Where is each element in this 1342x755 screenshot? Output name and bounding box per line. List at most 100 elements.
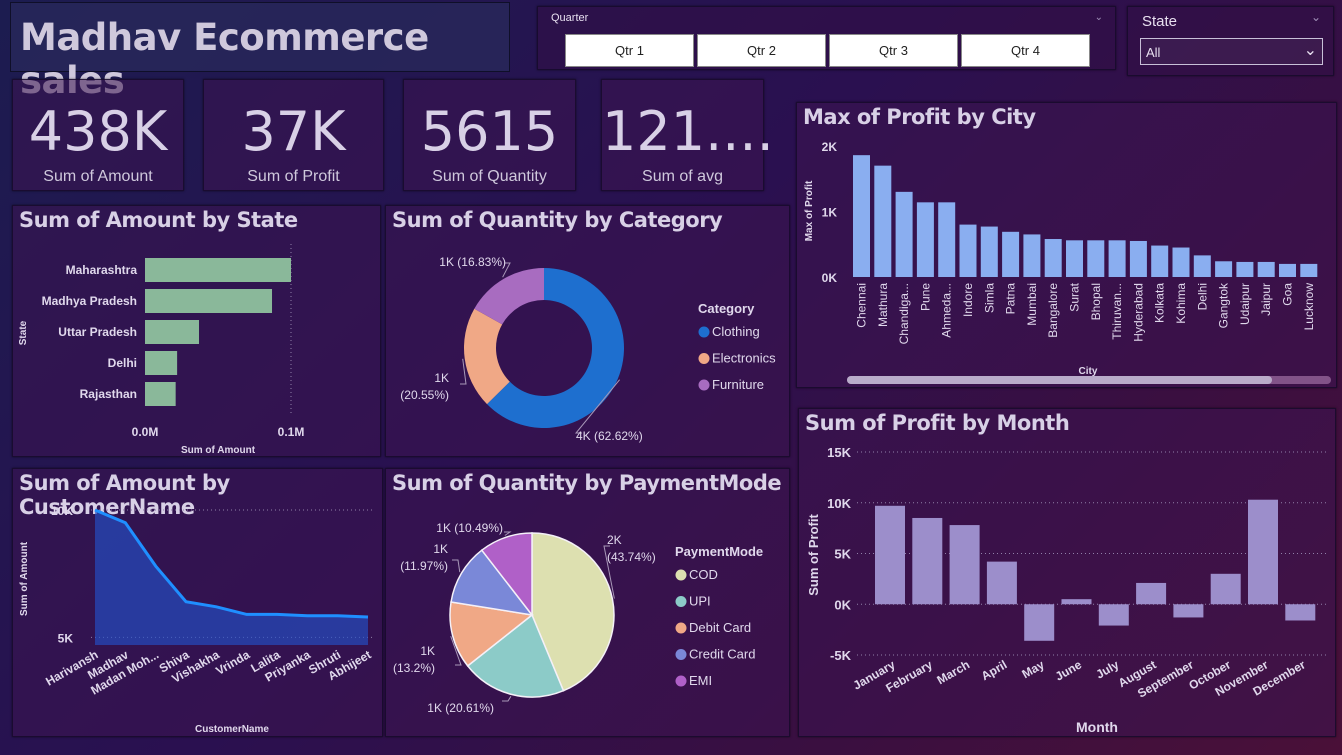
- bar: [1151, 245, 1169, 277]
- bar: [938, 202, 956, 277]
- x-tick-label: Simla: [982, 283, 996, 313]
- bar: [949, 525, 980, 605]
- quarter-option-qtr2[interactable]: Qtr 2: [697, 34, 826, 67]
- x-tick-label: Mathura: [876, 283, 890, 327]
- data-label: 1K: [434, 371, 449, 385]
- quarter-option-qtr1[interactable]: Qtr 1: [565, 34, 694, 67]
- legend-title: Category: [698, 301, 755, 316]
- y-tick-label: 2K: [822, 140, 838, 154]
- kpi-value: 121....: [602, 100, 774, 163]
- legend-label: Credit Card: [689, 647, 755, 662]
- x-tick-label: June: [1053, 657, 1085, 683]
- x-tick-label: Pune: [918, 283, 932, 311]
- state-slicer-chevron-icon[interactable]: ⌄: [1310, 10, 1321, 24]
- bar: [875, 505, 905, 605]
- x-tick-label: March: [934, 657, 972, 687]
- y-tick-label: 15K: [827, 445, 851, 460]
- legend-label: EMI: [689, 673, 712, 688]
- state-dropdown[interactable]: All ⌄: [1140, 38, 1323, 65]
- quarter-option-qtr3[interactable]: Qtr 3: [829, 34, 958, 67]
- horizontal-scrollbar[interactable]: [847, 376, 1331, 384]
- slice-debit-card: [449, 601, 534, 667]
- bar: [980, 226, 998, 277]
- slice-electronics: [464, 308, 510, 405]
- payment-pie-svg: 2K (43.74%) 1K (20.61%) 1K (13.2%) 1K (11.97%)…: [393, 521, 763, 715]
- legend-label: Furniture: [712, 377, 764, 392]
- chart-profit-by-month[interactable]: Sum of Profit by Month 15K 10K 5K 0K -5K Janu…: [798, 408, 1336, 737]
- x-tick-label: 0.0M: [132, 425, 159, 439]
- legend-title: PaymentMode: [675, 544, 763, 559]
- y-tick-label: 5K: [58, 631, 74, 645]
- slice-furniture: [474, 268, 544, 325]
- bar: [1061, 599, 1092, 605]
- chart-amount-by-state[interactable]: Sum of Amount by State Maharashtra Madhya…: [12, 205, 381, 457]
- chart-profit-by-city[interactable]: Max of Profit by City 0K 1K 2K Chennai Mathu…: [796, 102, 1337, 388]
- category-label: Rajasthan: [80, 387, 137, 401]
- quarter-slicer-chevron-icon[interactable]: ⌄: [1094, 12, 1103, 23]
- kpi-card-amount: 438K Sum of Amount: [12, 79, 184, 191]
- bar: [1285, 604, 1316, 621]
- data-label: 1K (16.83%): [439, 255, 506, 269]
- bar: [1172, 247, 1190, 277]
- x-tick-label: Hyderabad: [1131, 283, 1145, 342]
- state-bar-svg: Maharashtra Madhya Pradesh Uttar Pradesh De…: [18, 244, 304, 456]
- y-axis-title: State: [18, 320, 29, 345]
- data-label: 1K: [420, 644, 435, 658]
- chart-amount-by-customer[interactable]: Sum of Amount by CustomerName 10K 5K Hariv…: [12, 468, 383, 737]
- x-tick-label: Patna: [1004, 283, 1018, 315]
- x-tick-label: Surat: [1068, 282, 1082, 311]
- chart-quantity-by-payment[interactable]: Sum of Quantity by PaymentMode 2K (43.74%…: [385, 468, 790, 737]
- y-tick-label: 0K: [834, 597, 851, 612]
- slice-emi: [480, 532, 533, 618]
- x-tick-label: Udaipur: [1238, 283, 1252, 325]
- legend-label: UPI: [689, 594, 711, 609]
- bar: [1087, 240, 1105, 277]
- data-label: (43.74%): [607, 550, 656, 564]
- bar: [986, 561, 1017, 605]
- state-slicer: State ⌄ All ⌄: [1127, 6, 1334, 76]
- x-tick-label: Jaipur: [1259, 283, 1273, 316]
- bar: [145, 351, 178, 375]
- kpi-card-quantity: 5615 Sum of Quantity: [403, 79, 576, 191]
- leader-line: [574, 379, 621, 434]
- x-tick-label: April: [979, 657, 1010, 683]
- slice-clothing: [487, 268, 624, 428]
- leader-line: [504, 531, 512, 536]
- y-tick-label: 0K: [822, 271, 838, 285]
- legend-label: Debit Card: [689, 620, 751, 635]
- leader-line: [460, 358, 467, 385]
- chart-title: Sum of Amount by CustomerName: [19, 471, 230, 519]
- bar: [1215, 261, 1233, 277]
- x-axis-title: Sum of Amount: [181, 445, 256, 456]
- legend-dot: [698, 353, 710, 364]
- x-tick-label: May: [1019, 657, 1046, 681]
- x-tick-label: Vrinda: [213, 647, 252, 678]
- y-tick-label: 10K: [827, 496, 851, 511]
- chart-title: Sum of Quantity by Category: [392, 208, 723, 232]
- category-label: Maharashtra: [66, 263, 138, 277]
- bar: [1193, 255, 1211, 277]
- x-tick-label: Delhi: [1195, 283, 1209, 310]
- x-tick-label: Chandiga...: [897, 283, 911, 344]
- kpi-label: Sum of avg: [642, 168, 723, 185]
- y-tick-label: 1K: [822, 206, 838, 220]
- data-label: 1K (20.61%): [427, 701, 494, 715]
- kpi-card-profit: 37K Sum of Profit: [203, 79, 384, 191]
- kpi-label: Sum of Amount: [43, 168, 153, 185]
- category-label: Uttar Pradesh: [58, 325, 137, 339]
- legend-label: Clothing: [712, 324, 760, 339]
- x-tick-label: Bhopal: [1089, 283, 1103, 320]
- scrollbar-thumb[interactable]: [847, 376, 1272, 384]
- quarter-option-qtr4[interactable]: Qtr 4: [961, 34, 1090, 67]
- bar: [874, 165, 892, 277]
- y-tick-label: 5K: [834, 547, 851, 562]
- x-tick-label: Thiruvan...: [1110, 283, 1124, 340]
- leader-line: [450, 636, 462, 666]
- quarter-slicer: Quarter ⌄ Qtr 1 Qtr 2 Qtr 3 Qtr 4: [537, 6, 1116, 70]
- leader-line: [502, 262, 511, 278]
- bar: [1023, 234, 1041, 277]
- leader-line: [603, 545, 615, 599]
- bar: [1136, 582, 1167, 605]
- chart-quantity-by-category[interactable]: Sum of Quantity by Category 4K (62.62%) 1…: [385, 205, 790, 457]
- y-axis-title: Max of Profit: [804, 180, 815, 241]
